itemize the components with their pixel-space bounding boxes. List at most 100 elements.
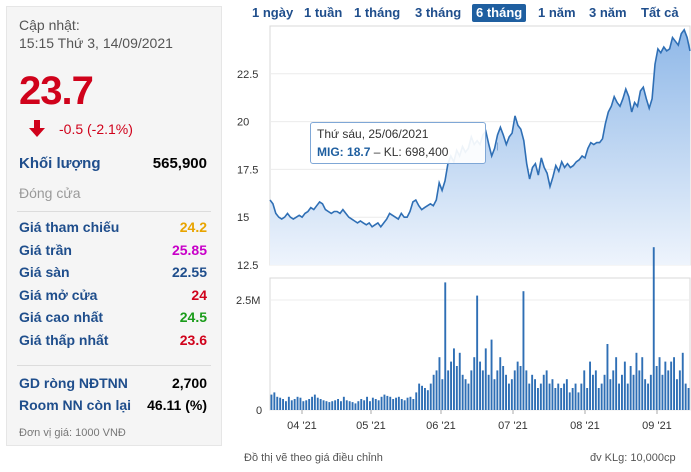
volume-bar (652, 247, 655, 410)
volume-bar (560, 388, 563, 410)
volume-bar (429, 383, 432, 410)
volume-bar (348, 401, 351, 410)
volume-bar (328, 402, 331, 410)
x-tick-label: 06 '21 (426, 420, 456, 432)
volume-bar (464, 379, 467, 410)
volume-bar (444, 282, 447, 410)
volume-bar (403, 400, 406, 410)
tab-range[interactable]: 3 tháng (415, 5, 462, 20)
volume-bar (539, 383, 542, 410)
volume-bar (664, 361, 667, 410)
volume-bar (302, 401, 305, 410)
volume-bar (357, 401, 360, 410)
price-row-value: 24 (191, 286, 207, 303)
volume-bar (285, 401, 287, 410)
volume-bar (447, 370, 450, 410)
volume-bar (496, 370, 499, 410)
volume-bar (583, 370, 586, 410)
volume-bar (273, 392, 276, 410)
tab-range[interactable]: 6 tháng (472, 4, 527, 22)
price-tick-label: 20 (237, 117, 249, 129)
volume-bar (600, 383, 603, 410)
tooltip-volume: – KL: 698,400 (373, 145, 449, 159)
tab-range[interactable]: 1 tuần (304, 5, 343, 20)
volume-bar (377, 400, 380, 410)
volume-bar (296, 396, 299, 410)
tab-range[interactable]: 1 tháng (354, 5, 401, 20)
volume-bar (369, 401, 371, 410)
volume-bar (360, 399, 363, 410)
volume-bar (418, 383, 421, 410)
volume-bar (621, 374, 623, 410)
volume-bar (432, 374, 435, 410)
volume-bar (606, 344, 609, 410)
volume-bar (618, 383, 620, 410)
volume-bar (270, 394, 273, 410)
volume-bar (568, 392, 571, 410)
volume-bar (392, 399, 395, 410)
price-row-label: Giá trần (19, 241, 72, 258)
volume-bar (586, 388, 589, 410)
volume-bar (513, 370, 516, 410)
tab-range[interactable]: 1 năm (538, 5, 576, 20)
volume-bar (519, 366, 522, 410)
tab-range[interactable]: 1 ngày (252, 5, 294, 20)
volume-bar (676, 379, 678, 410)
volume-bar (571, 388, 574, 410)
volume-bar (476, 295, 479, 410)
volume-bar (322, 400, 325, 410)
x-tick-label: 09 '21 (642, 420, 672, 432)
volume-bar (684, 383, 687, 410)
volume-value: 565,900 (152, 155, 207, 172)
volume-bar (493, 379, 496, 410)
volume-bar (626, 383, 629, 410)
volume-bar (545, 370, 548, 410)
volume-bar (340, 401, 342, 410)
range-tabs: 1 ngày 1 tuần 1 tháng 3 tháng 6 tháng 1 năm 3 … (238, 4, 688, 22)
tab-range[interactable]: Tất cả (641, 5, 679, 20)
volume-bar (395, 397, 397, 410)
volume-bar (502, 366, 505, 410)
volume-bar (479, 361, 481, 410)
volume-bar (400, 399, 403, 410)
volume-bar (516, 361, 519, 410)
unit-note: Đơn vị giá: 1000 VNĐ (19, 427, 126, 439)
volume-bar (421, 385, 423, 410)
volume-tick-label: 0 (256, 405, 262, 417)
volume-bar (313, 394, 316, 410)
price-tick-label: 15 (237, 212, 249, 224)
price-tick-label: 22.5 (237, 69, 258, 81)
x-tick-label: 08 '21 (570, 420, 600, 432)
x-tick-label: 05 '21 (356, 420, 386, 432)
volume-bar (508, 383, 510, 410)
volume-bar (342, 396, 345, 410)
info-panel: Cập nhật: 15:15 Thứ 3, 14/09/2021 23.7 -… (6, 6, 222, 446)
price-row-value: 24.5 (179, 309, 207, 325)
volume-bar (366, 396, 368, 410)
volume-bar (458, 352, 461, 410)
volume-bar (374, 399, 377, 410)
volume-bar (499, 357, 502, 410)
volume-bar (525, 370, 528, 410)
price-row-label: Giá sàn (19, 264, 70, 280)
volume-bar (470, 370, 473, 410)
volume-bar (345, 400, 348, 410)
room-value: 46.11 (%) (147, 397, 207, 413)
volume-bar (577, 392, 580, 410)
tooltip-date: Thứ sáu, 25/06/2021 (317, 127, 429, 141)
tab-range[interactable]: 3 năm (589, 5, 627, 20)
volume-bar (484, 348, 487, 410)
volume-bar (481, 370, 484, 410)
volume-bar (505, 374, 507, 410)
volume-bar (522, 291, 525, 410)
volume-bar (453, 348, 455, 410)
foreign-net-value: 2,700 (171, 375, 207, 391)
tooltip-price: 18.7 (347, 145, 371, 159)
price-tick-label: 17.5 (237, 164, 258, 176)
x-tick-label: 04 '21 (287, 420, 317, 432)
price-row-label: Giá cao nhất (19, 309, 104, 325)
volume-bar (308, 399, 311, 410)
volume-bar (528, 383, 531, 410)
volume-bar (305, 400, 308, 410)
volume-bar (603, 374, 606, 410)
